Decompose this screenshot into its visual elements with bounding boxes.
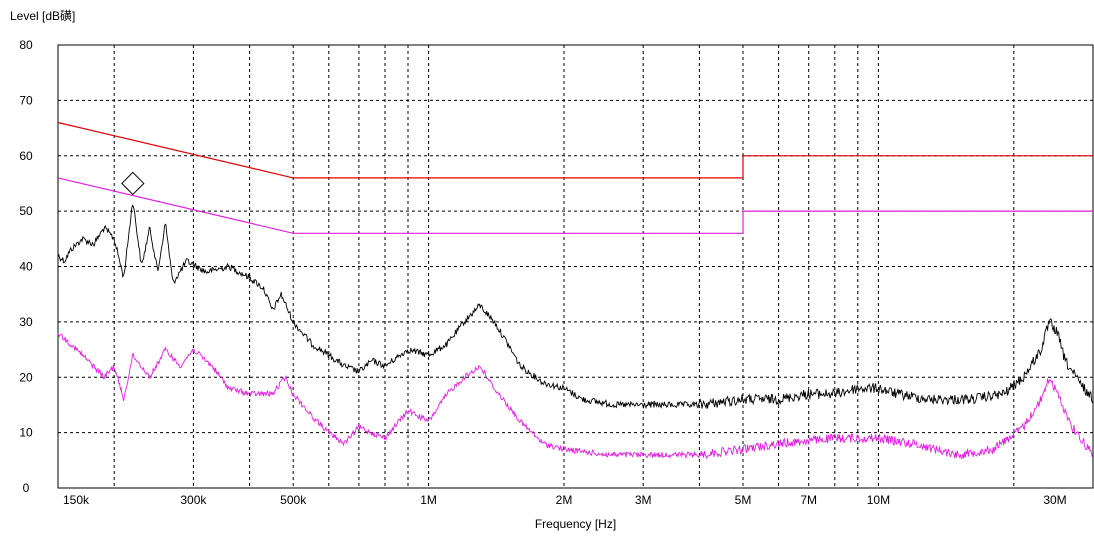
x-tick-label: 500k <box>280 493 307 507</box>
y-tick-label: 80 <box>19 38 33 52</box>
grid <box>58 45 1093 488</box>
limit-qp-line <box>57 121 1093 179</box>
x-ticks: 150k 300k 500k 1M 2M 3M 5M 7M 10M 30M <box>63 493 1067 507</box>
y-tick-label: 30 <box>19 315 33 329</box>
peak-trace-line <box>57 204 1093 410</box>
peak-marker-diamond <box>121 171 145 196</box>
x-tick-label: 1M <box>420 493 437 507</box>
x-tick-label: 5M <box>735 493 752 507</box>
x-tick-label: 2M <box>556 493 573 507</box>
markers-layer <box>121 171 145 196</box>
y-tick-label: 20 <box>19 370 33 384</box>
y-tick-label: 10 <box>19 426 33 440</box>
x-tick-label: 150k <box>63 493 90 507</box>
series-layer <box>57 121 1093 460</box>
x-tick-label: 30M <box>1043 493 1066 507</box>
y-axis-label: Level [dB磺] <box>10 9 75 23</box>
x-tick-label: 10M <box>867 493 890 507</box>
y-ticks: 0 10 20 30 40 50 60 70 80 <box>19 38 33 495</box>
x-tick-label: 3M <box>635 493 652 507</box>
y-tick-label: 50 <box>19 204 33 218</box>
avg-trace-line <box>57 333 1093 460</box>
y-tick-label: 40 <box>19 260 33 274</box>
x-tick-label: 300k <box>180 493 207 507</box>
x-axis-label: Frequency [Hz] <box>535 517 616 531</box>
y-tick-label: 0 <box>23 481 30 495</box>
y-tick-label: 70 <box>19 93 33 107</box>
limit-avg-line <box>57 177 1093 234</box>
y-tick-label: 60 <box>19 149 33 163</box>
x-tick-label: 7M <box>800 493 817 507</box>
